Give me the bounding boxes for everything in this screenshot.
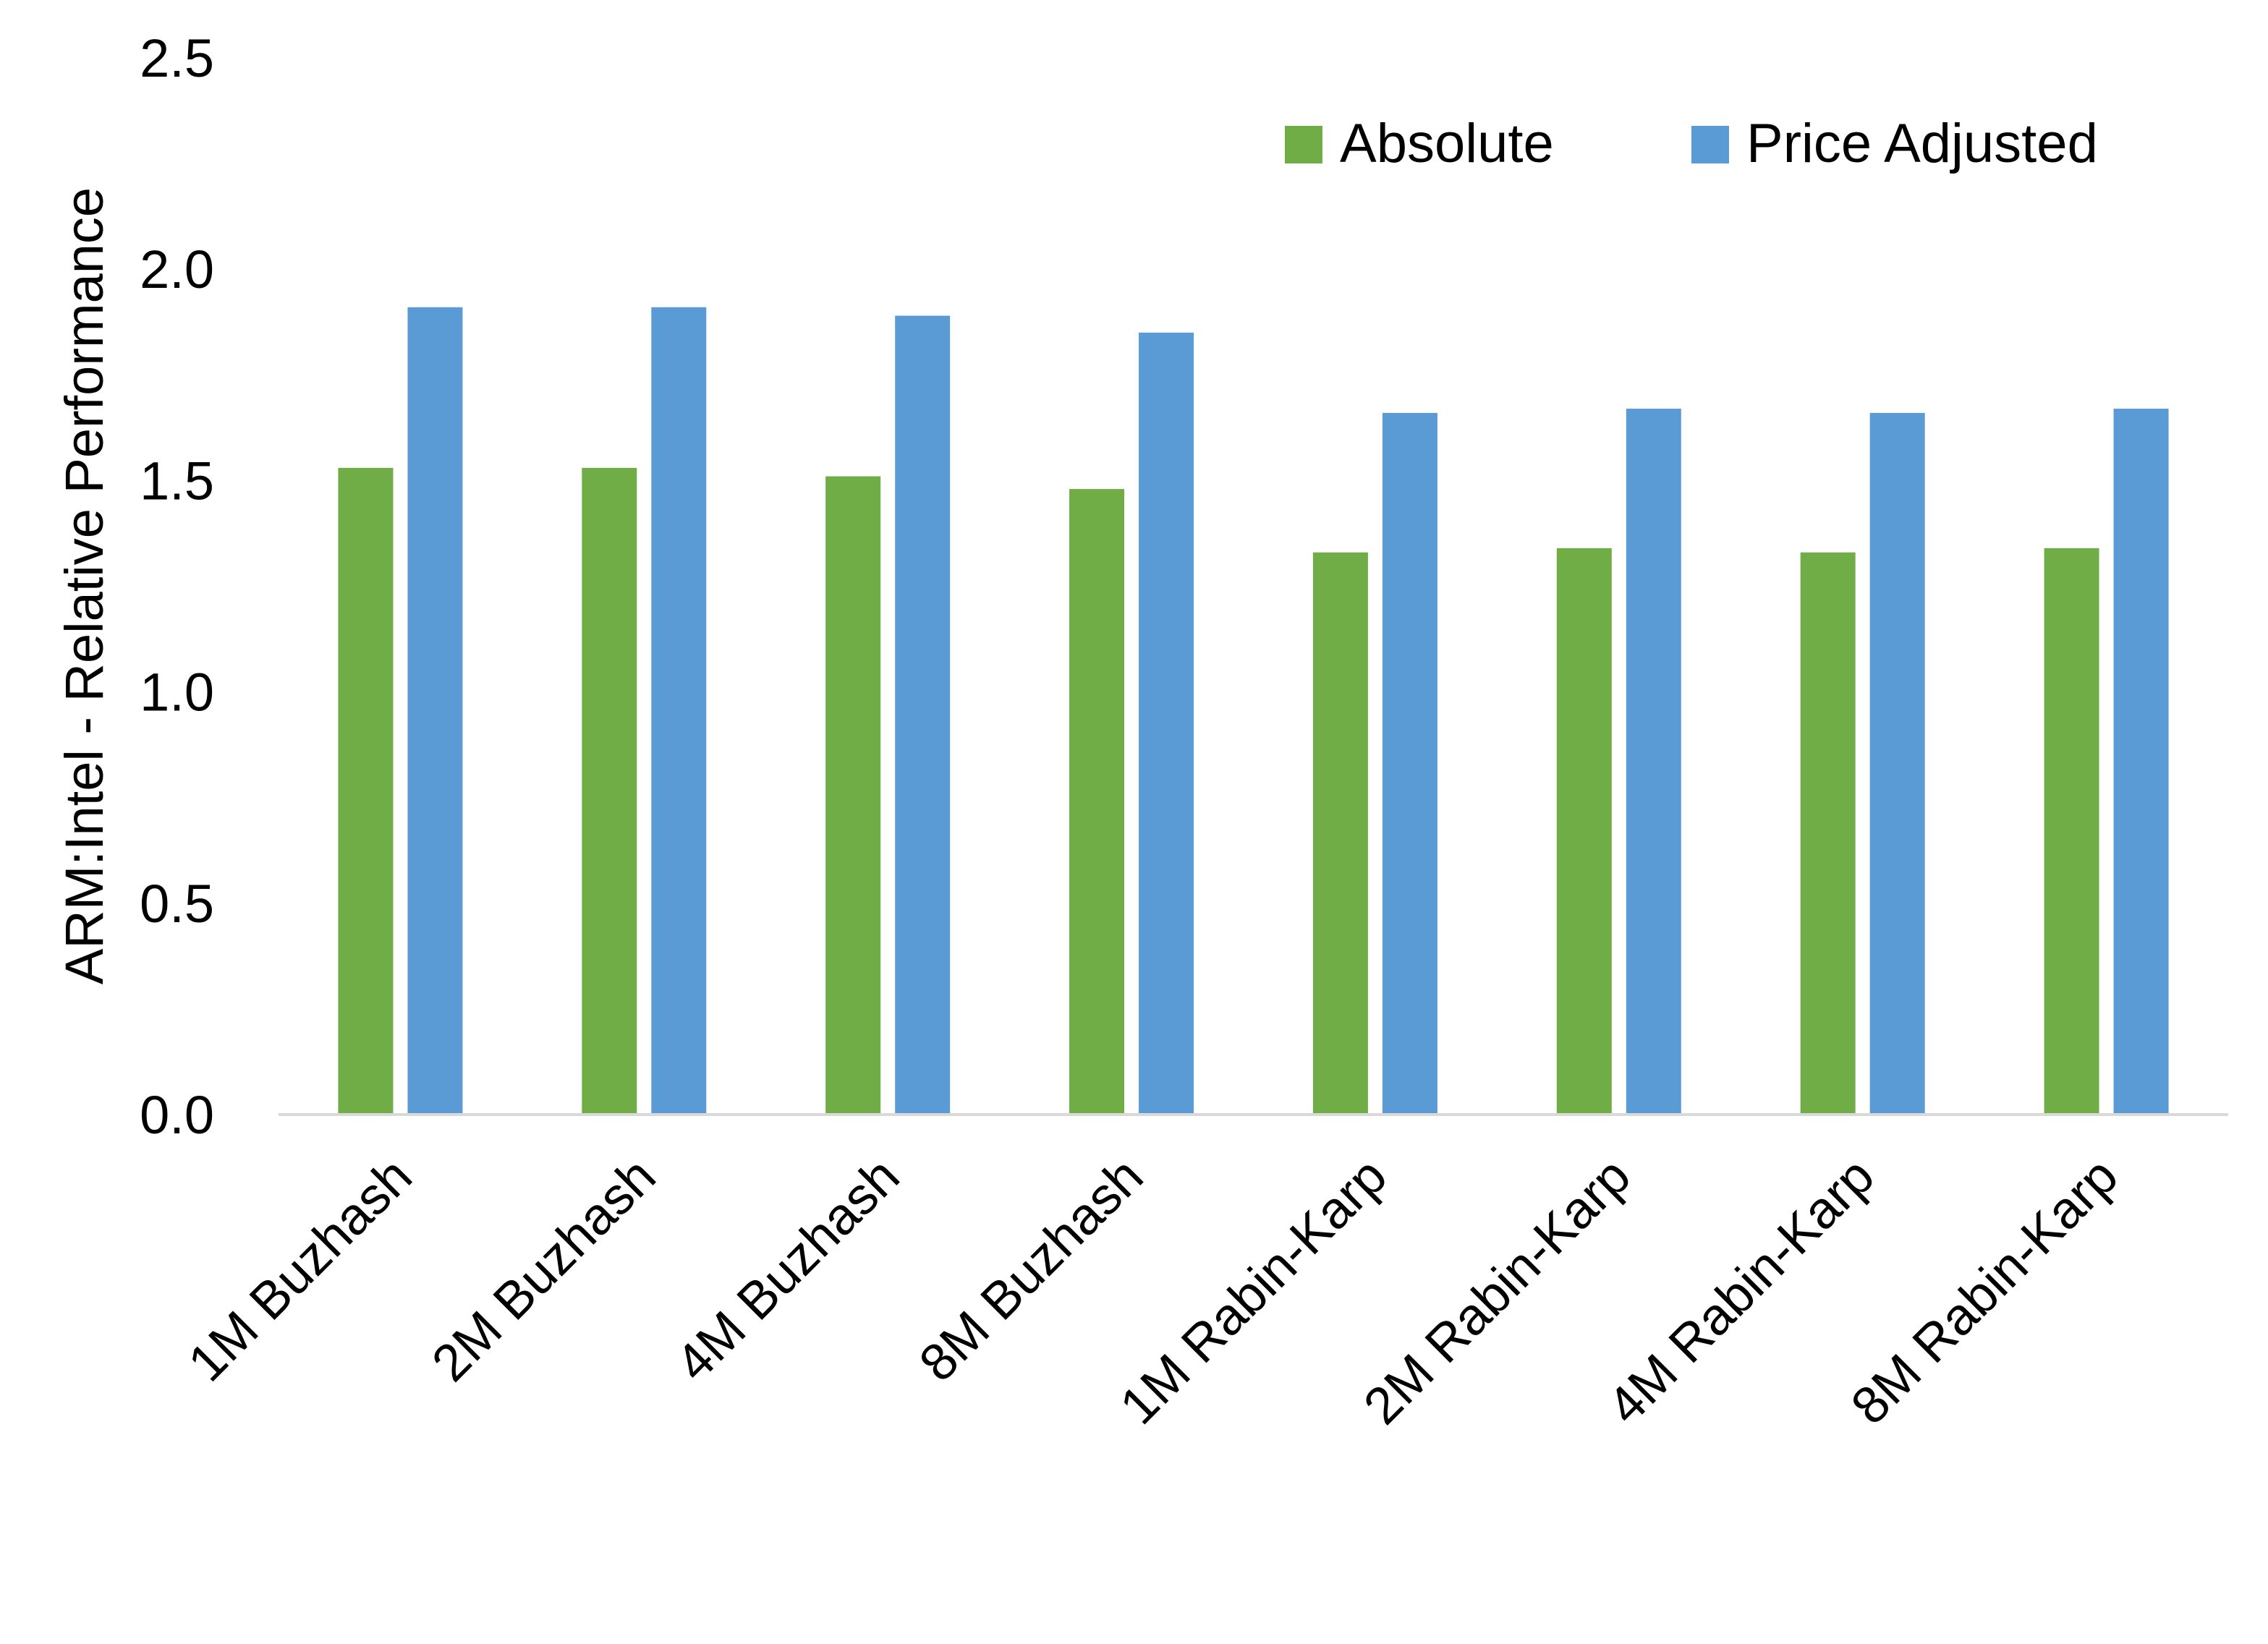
legend-swatch-1 [1691,126,1729,163]
y-tick-label: 2.0 [140,239,214,299]
x-tick-label: 1M Buzhash [177,1147,423,1393]
legend-label-0: Absolute [1340,113,1554,174]
bar-price-adjusted-4 [1382,412,1437,1115]
bar-absolute-3 [1069,489,1125,1115]
y-tick-label: 1.0 [140,663,214,723]
bar-absolute-7 [2044,548,2099,1115]
bar-absolute-0 [338,467,394,1115]
legend-label-1: Price Adjusted [1746,113,2098,174]
bar-price-adjusted-3 [1139,332,1194,1115]
y-tick-label: 1.5 [140,451,214,511]
bar-absolute-6 [1800,552,1856,1115]
x-tick-label: 2M Buzhash [421,1147,667,1393]
bar-absolute-5 [1556,548,1612,1115]
y-axis-label: ARM:Intel - Relative Performance [54,187,114,984]
bar-price-adjusted-5 [1626,409,1681,1115]
bar-absolute-4 [1312,552,1368,1115]
y-tick-label: 2.5 [140,28,214,88]
x-tick-label: 4M Buzhash [665,1147,911,1393]
bars-group [338,307,2169,1115]
bar-price-adjusted-2 [895,315,951,1115]
bar-price-adjusted-7 [2113,409,2169,1115]
legend: Absolute Price Adjusted [1285,113,2098,174]
bar-absolute-2 [825,476,881,1115]
bar-price-adjusted-0 [407,307,463,1115]
legend-swatch-0 [1285,126,1322,163]
bar-price-adjusted-6 [1869,412,1925,1115]
bar-price-adjusted-1 [651,307,707,1115]
x-tick-label: 8M Rabin-Karp [1840,1147,2129,1436]
y-tick-labels: 0.0 0.5 1.0 1.5 2.0 2.5 [140,28,214,1145]
bar-absolute-1 [582,467,637,1115]
y-tick-label: 0.0 [140,1085,214,1145]
x-tick-label: 8M Buzhash [909,1147,1155,1393]
y-tick-label: 0.5 [140,874,214,934]
